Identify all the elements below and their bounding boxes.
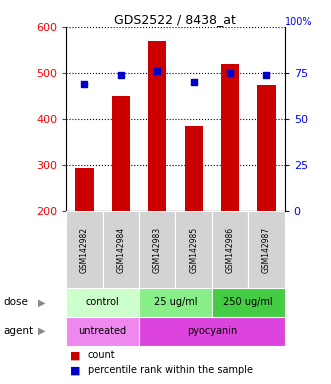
Text: percentile rank within the sample: percentile rank within the sample [88,366,253,376]
Bar [175,211,212,288]
Bar [257,85,275,211]
Text: GSM142986: GSM142986 [225,227,235,273]
Bar [139,288,212,317]
Text: GSM142987: GSM142987 [262,227,271,273]
Point [155,68,160,74]
Point [82,81,87,87]
Text: 25 ug/ml: 25 ug/ml [154,297,197,308]
Bar [66,211,103,288]
Title: GDS2522 / 8438_at: GDS2522 / 8438_at [115,13,236,26]
Text: untreated: untreated [78,326,127,336]
Text: pyocyanin: pyocyanin [187,326,237,336]
Point [227,70,233,76]
Bar [75,168,94,211]
Text: dose: dose [3,297,28,308]
Point [118,72,123,78]
Point [191,79,196,85]
Point [264,72,269,78]
Bar [212,211,248,288]
Bar [103,211,139,288]
Text: ■: ■ [70,366,80,376]
Text: control: control [86,297,119,308]
Text: ■: ■ [70,350,80,360]
Bar [185,126,203,211]
Bar [66,288,139,317]
Text: ▶: ▶ [38,326,46,336]
Text: GSM142985: GSM142985 [189,227,198,273]
Text: ▶: ▶ [38,297,46,308]
Text: GSM142983: GSM142983 [153,227,162,273]
Bar [221,64,239,211]
Bar [139,211,175,288]
Bar [148,41,166,211]
Bar [112,96,130,211]
Text: count: count [88,350,115,360]
Bar [212,288,285,317]
Text: 100%: 100% [285,17,312,27]
Bar [248,211,285,288]
Bar [66,317,139,346]
Text: GSM142984: GSM142984 [116,227,125,273]
Text: GSM142982: GSM142982 [80,227,89,273]
Bar [139,317,285,346]
Text: agent: agent [3,326,33,336]
Text: 250 ug/ml: 250 ug/ml [223,297,273,308]
